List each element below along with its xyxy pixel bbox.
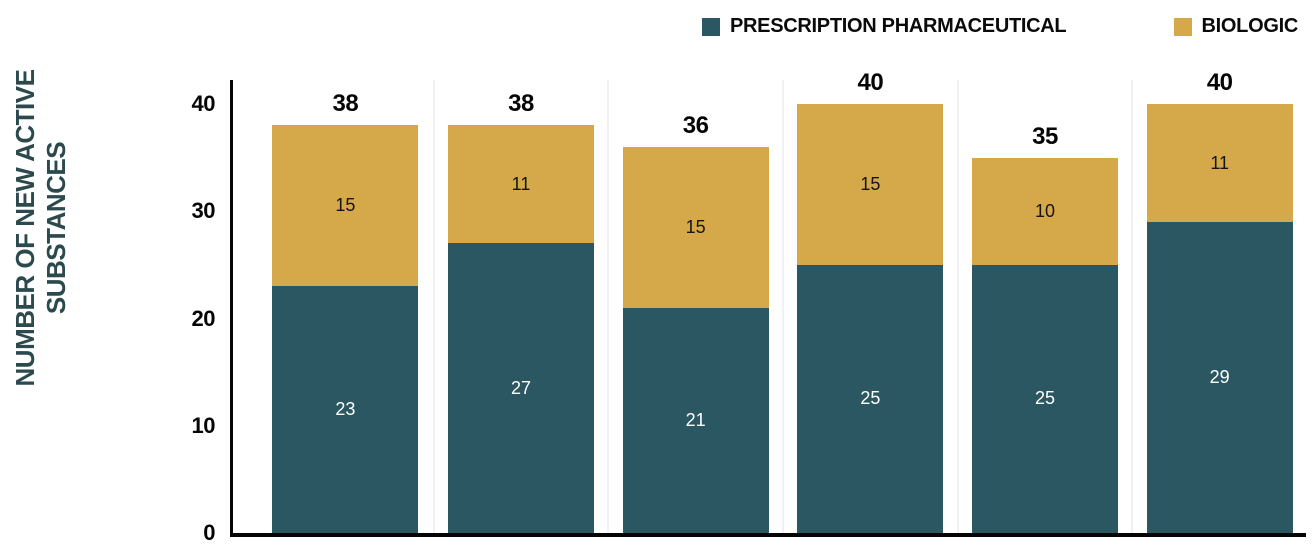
bar-segment-biologic: 11 <box>447 125 594 244</box>
stacked-bar: 35 10 25 <box>972 123 1118 533</box>
bar-columns: 38 15 23 38 11 27 36 15 21 40 15 25 35 10 25 40 11 29 <box>233 69 1306 533</box>
y-axis-title-line-2: SUBSTANCES <box>41 141 71 315</box>
bar-segment-biologic: 10 <box>972 157 1118 265</box>
bar-segment-biologic: 15 <box>797 104 944 265</box>
legend-label: BIOLOGIC <box>1201 15 1299 37</box>
bar-column: 36 15 21 <box>607 80 782 533</box>
bar-segment-prescription-pharmaceutical: 29 <box>1146 221 1293 533</box>
bar-segment-prescription-pharmaceutical: 25 <box>797 264 944 533</box>
bar-segment-prescription-pharmaceutical: 21 <box>622 307 769 533</box>
legend-item: BIOLOGIC <box>1173 15 1299 38</box>
segment-value-label: 15 <box>685 216 706 237</box>
y-axis-title-line-1: NUMBER OF NEW ACTIVE <box>10 69 40 387</box>
segment-value-label: 10 <box>1034 200 1056 221</box>
bar-total-label: 38 <box>508 90 534 118</box>
stacked-bar: 36 15 21 <box>622 112 769 533</box>
legend-label: PRESCRIPTION PHARMACEUTICAL <box>730 15 1067 37</box>
y-axis-tick-label: 0 <box>203 520 215 545</box>
segment-value-label: 25 <box>1034 388 1056 409</box>
legend-swatch-icon <box>1173 17 1192 36</box>
segment-value-label: 29 <box>1209 366 1230 387</box>
stacked-bar: 38 15 23 <box>272 90 419 533</box>
y-axis-tick-label: 20 <box>191 305 216 331</box>
segment-value-label: 23 <box>335 399 356 420</box>
legend-item: PRESCRIPTION PHARMACEUTICAL <box>702 15 1067 38</box>
segment-value-label: 15 <box>860 173 881 194</box>
legend: PRESCRIPTION PHARMACEUTICAL BIOLOGIC <box>702 15 1298 38</box>
segment-value-label: 21 <box>685 409 706 430</box>
bar-total-label: 38 <box>332 90 359 118</box>
stacked-bar: 38 11 27 <box>447 90 594 533</box>
legend-swatch-icon <box>702 17 720 36</box>
segment-value-label: 25 <box>860 388 881 409</box>
y-axis-tick-label: 30 <box>191 198 216 224</box>
bar-column: 40 11 29 <box>1131 69 1306 533</box>
bar-total-label: 35 <box>1032 122 1058 150</box>
y-axis-tick-label: 10 <box>191 412 216 438</box>
bar-column: 38 11 27 <box>432 80 608 533</box>
segment-value-label: 11 <box>511 173 531 194</box>
stacked-bar: 40 15 25 <box>797 69 944 533</box>
bar-segment-prescription-pharmaceutical: 27 <box>447 243 594 533</box>
segment-value-label: 15 <box>335 195 356 216</box>
bar-column: 35 10 25 <box>956 80 1132 533</box>
bar-segment-biologic: 15 <box>622 146 769 308</box>
plot-area: 38 15 23 38 11 27 36 15 21 40 15 25 35 10 25 40 11 29 <box>230 69 1306 537</box>
bar-column: 40 15 25 <box>782 69 957 533</box>
bar-total-label: 40 <box>857 69 884 96</box>
stacked-bar: 40 11 29 <box>1146 69 1293 533</box>
bar-segment-biologic: 11 <box>1146 104 1293 222</box>
bar-total-label: 36 <box>682 111 709 139</box>
bar-segment-prescription-pharmaceutical: 23 <box>272 286 419 533</box>
bar-segment-biologic: 15 <box>272 125 419 287</box>
y-axis-title: NUMBER OF NEW ACTIVE SUBSTANCES <box>10 63 74 393</box>
bar-total-label: 40 <box>1206 69 1233 97</box>
bar-column: 38 15 23 <box>258 80 433 533</box>
y-axis-tick-label: 40 <box>191 91 216 116</box>
bar-segment-prescription-pharmaceutical: 25 <box>972 264 1118 533</box>
segment-value-label: 11 <box>1210 152 1230 173</box>
y-axis-tick-labels: 0 10 20 30 40 <box>148 80 216 545</box>
segment-value-label: 27 <box>510 377 531 398</box>
